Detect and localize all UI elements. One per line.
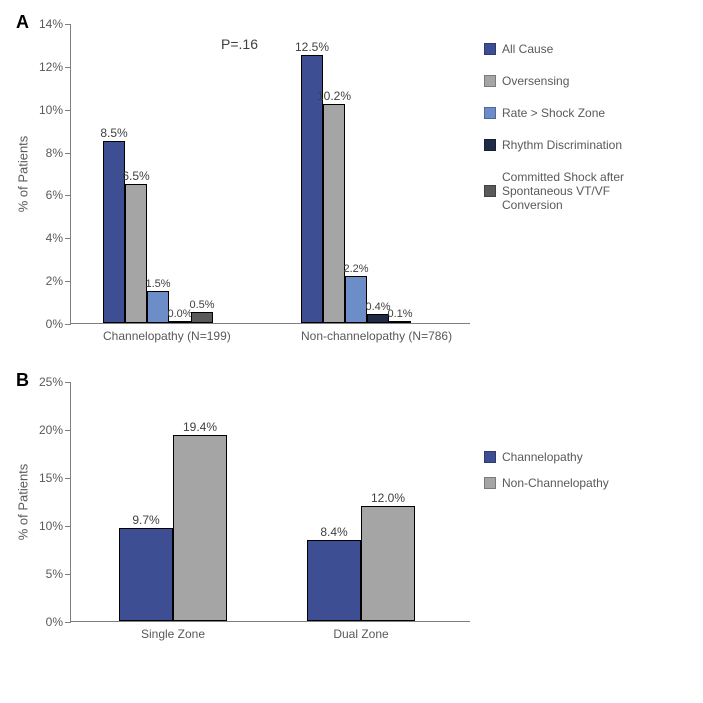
- panel-a-wrap: % of Patients P=.16 0%2%4%6%8%10%12%14%C…: [12, 12, 691, 324]
- y-tick: [65, 281, 71, 282]
- legend-item: Channelopathy: [484, 450, 674, 464]
- bar-group: 8.4%12.0%: [307, 506, 415, 621]
- y-tick-label: 8%: [46, 146, 63, 160]
- y-tick: [65, 238, 71, 239]
- y-tick-label: 5%: [46, 567, 63, 581]
- y-tick: [65, 478, 71, 479]
- legend-label: All Cause: [502, 42, 553, 56]
- y-tick: [65, 526, 71, 527]
- legend-swatch: [484, 43, 496, 55]
- panel-a-label: A: [16, 12, 29, 33]
- legend-a: All Cause Oversensing Rate > Shock Zone Rhy…: [484, 42, 674, 230]
- y-tick-label: 14%: [39, 17, 63, 31]
- bar-value-label: 10.2%: [317, 89, 351, 103]
- bar: 8.4%: [307, 540, 361, 621]
- x-axis-label: Non-channelopathy (N=786): [301, 329, 411, 343]
- legend-b: Channelopathy Non-Channelopathy: [484, 450, 674, 502]
- y-tick: [65, 622, 71, 623]
- legend-item: Rate > Shock Zone: [484, 106, 674, 120]
- bar-group: 8.5%6.5%1.5%0.0%0.5%: [103, 141, 213, 323]
- bar-value-label: 1.5%: [145, 278, 170, 290]
- bar: 1.5%: [147, 291, 169, 323]
- y-tick: [65, 382, 71, 383]
- y-tick-label: 10%: [39, 519, 63, 533]
- bar-value-label: 8.4%: [320, 525, 347, 539]
- bar-value-label: 2.2%: [343, 263, 368, 275]
- legend-item: Committed Shock after Spontaneous VT/VF …: [484, 170, 674, 212]
- chart-a-annotation: P=.16: [221, 36, 258, 52]
- bar: 0.0%: [169, 321, 191, 323]
- legend-label: Committed Shock after Spontaneous VT/VF …: [502, 170, 674, 212]
- y-tick: [65, 153, 71, 154]
- legend-item: Rhythm Discrimination: [484, 138, 674, 152]
- y-tick: [65, 574, 71, 575]
- y-tick-label: 10%: [39, 103, 63, 117]
- legend-swatch: [484, 107, 496, 119]
- bar: 0.4%: [367, 314, 389, 323]
- bar-value-label: 12.0%: [371, 491, 405, 505]
- y-tick-label: 20%: [39, 423, 63, 437]
- bar-value-label: 19.4%: [183, 420, 217, 434]
- x-axis-label: Dual Zone: [307, 627, 415, 641]
- legend-swatch: [484, 185, 496, 197]
- y-tick-label: 25%: [39, 375, 63, 389]
- bar: 19.4%: [173, 435, 227, 621]
- bar-group: 9.7%19.4%: [119, 435, 227, 621]
- bar-value-label: 9.7%: [132, 513, 159, 527]
- y-tick-label: 0%: [46, 615, 63, 629]
- x-axis-label: Channelopathy (N=199): [103, 329, 213, 343]
- bar: 9.7%: [119, 528, 173, 621]
- y-tick-label: 12%: [39, 60, 63, 74]
- y-tick-label: 15%: [39, 471, 63, 485]
- y-tick-label: 0%: [46, 317, 63, 331]
- bar: 6.5%: [125, 184, 147, 323]
- legend-swatch: [484, 477, 496, 489]
- y-tick: [65, 110, 71, 111]
- y-tick: [65, 430, 71, 431]
- legend-label: Non-Channelopathy: [502, 476, 609, 490]
- bar: 10.2%: [323, 104, 345, 323]
- chart-b-ylabel: % of Patients: [16, 463, 31, 540]
- bar: 0.1%: [389, 321, 411, 323]
- legend-label: Channelopathy: [502, 450, 583, 464]
- bar: 0.5%: [191, 312, 213, 323]
- legend-swatch: [484, 75, 496, 87]
- legend-swatch: [484, 139, 496, 151]
- panel-b-wrap: % of Patients 0%5%10%15%20%25%Single Zon…: [12, 370, 691, 622]
- chart-a: % of Patients P=.16 0%2%4%6%8%10%12%14%C…: [70, 24, 470, 324]
- panel-b: B % of Patients 0%5%10%15%20%25%Single Z…: [12, 370, 691, 622]
- chart-a-ylabel: % of Patients: [16, 135, 31, 212]
- bar: 12.0%: [361, 506, 415, 621]
- bar-value-label: 0.1%: [387, 308, 412, 320]
- panel-b-label: B: [16, 370, 29, 391]
- y-tick-label: 6%: [46, 188, 63, 202]
- legend-label: Oversensing: [502, 74, 569, 88]
- bar-value-label: 6.5%: [122, 169, 149, 183]
- y-tick: [65, 324, 71, 325]
- y-tick: [65, 24, 71, 25]
- legend-label: Rate > Shock Zone: [502, 106, 605, 120]
- bar-value-label: 12.5%: [295, 40, 329, 54]
- panel-a: A % of Patients P=.16 0%2%4%6%8%10%12%14…: [12, 12, 691, 324]
- bar-value-label: 8.5%: [100, 126, 127, 140]
- bar-value-label: 0.5%: [189, 299, 214, 311]
- x-axis-label: Single Zone: [119, 627, 227, 641]
- legend-item: All Cause: [484, 42, 674, 56]
- y-tick-label: 4%: [46, 231, 63, 245]
- y-tick: [65, 195, 71, 196]
- bar: 2.2%: [345, 276, 367, 323]
- y-tick-label: 2%: [46, 274, 63, 288]
- legend-item: Non-Channelopathy: [484, 476, 674, 490]
- legend-swatch: [484, 451, 496, 463]
- bar-group: 12.5%10.2%2.2%0.4%0.1%: [301, 55, 411, 323]
- legend-item: Oversensing: [484, 74, 674, 88]
- legend-label: Rhythm Discrimination: [502, 138, 622, 152]
- y-tick: [65, 67, 71, 68]
- chart-b: % of Patients 0%5%10%15%20%25%Single Zon…: [70, 382, 470, 622]
